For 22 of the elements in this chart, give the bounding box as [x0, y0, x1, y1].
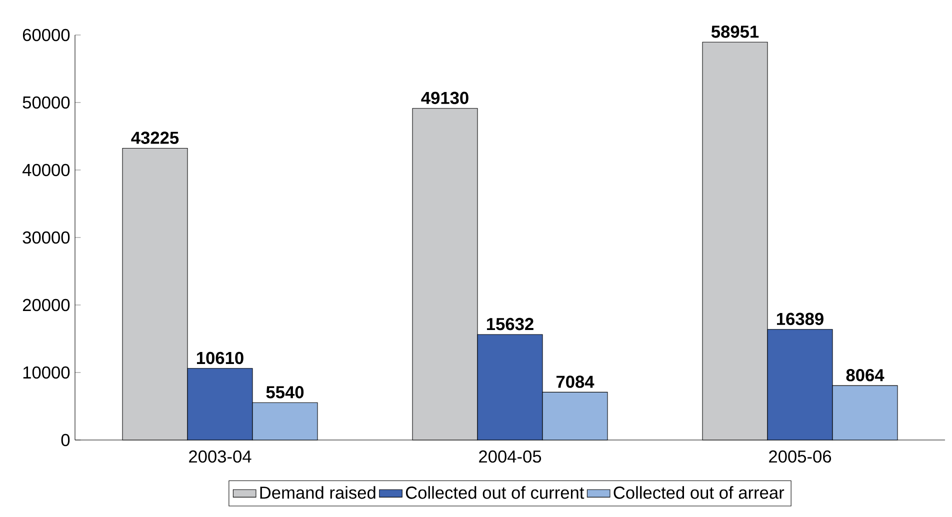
y-tick-label: 20000	[22, 298, 70, 312]
legend-label: Collected out of arrear	[614, 486, 784, 499]
y-tick-label: 30000	[22, 231, 70, 244]
data-label: 15632	[486, 318, 534, 330]
y-tick-label: 10000	[23, 366, 70, 379]
data-label: 58951	[711, 26, 759, 38]
legend-label: Demand raised	[260, 486, 376, 499]
y-tick-label: 50000	[22, 96, 70, 109]
data-label: 7084	[556, 376, 594, 388]
data-label: 16389	[776, 312, 824, 326]
data-label: 10610	[196, 352, 244, 364]
data-label: 8064	[846, 369, 884, 382]
y-tick-label: 60000	[22, 28, 70, 42]
y-tick-label: 0	[61, 434, 70, 446]
data-label: 43225	[131, 132, 179, 144]
data-label: 5540	[266, 386, 304, 398]
x-tick-label: 2005-06	[769, 450, 832, 463]
legend-label: Collected out of current	[406, 486, 584, 499]
y-tick-label: 40000	[22, 164, 70, 176]
data-label: 49130	[421, 92, 468, 104]
x-tick-label: 2003-04	[189, 450, 252, 463]
x-tick-label: 2004-05	[479, 450, 542, 463]
